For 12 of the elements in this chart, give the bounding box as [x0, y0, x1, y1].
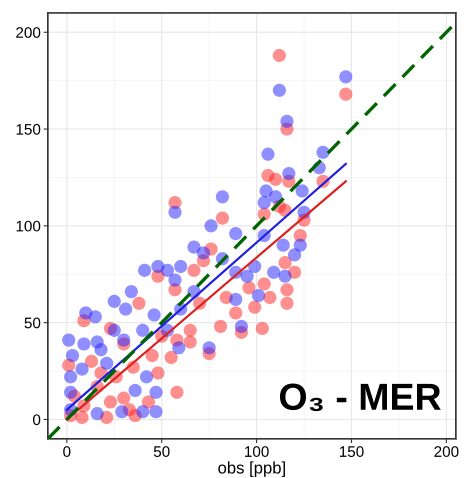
y-tick-label: 100	[16, 220, 40, 232]
x-tick-label: 0	[63, 446, 70, 457]
x-tick-label: 100	[245, 446, 269, 457]
annotation: O₃ - MER	[280, 384, 441, 412]
x-tick-label: 50	[154, 446, 170, 457]
x-axis-title: obs [ppb]	[218, 461, 285, 477]
x-tick-label: 200	[434, 446, 459, 457]
y-tick-label: 150	[16, 124, 40, 135]
y-tick-label: 0	[32, 414, 40, 426]
y-tick-label: 200	[16, 27, 40, 38]
x-tick-label: 150	[340, 446, 364, 457]
y-tick-label: 50	[24, 318, 40, 328]
